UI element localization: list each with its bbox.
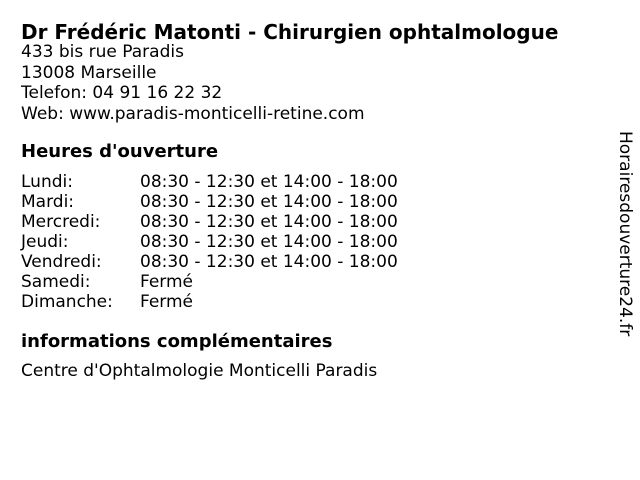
hours-row-sunday: Dimanche: Fermé	[21, 292, 398, 312]
address-city: 13008 Marseille	[21, 62, 157, 83]
hours-row-saturday: Samedi: Fermé	[21, 272, 398, 292]
time-value: 08:30 - 12:30 et 14:00 - 18:00	[140, 232, 398, 252]
business-contact-block: 433 bis rue Paradis 13008 Marseille Tele…	[21, 42, 365, 124]
day-label: Mercredi:	[21, 212, 101, 232]
hours-row-wednesday: Mercredi: 08:30 - 12:30 et 14:00 - 18:00	[21, 212, 398, 232]
phone-line: Telefon: 04 91 16 22 32	[21, 83, 223, 103]
time-value: 08:30 - 12:30 et 14:00 - 18:00	[140, 192, 398, 212]
day-label: Mardi:	[21, 192, 75, 212]
day-label: Dimanche:	[21, 292, 113, 312]
time-value: 08:30 - 12:30 et 14:00 - 18:00	[140, 252, 398, 272]
page-title: Dr Frédéric Matonti - Chirurgien ophtalm…	[21, 20, 559, 45]
day-label: Samedi:	[21, 272, 91, 292]
hours-row-tuesday: Mardi: 08:30 - 12:30 et 14:00 - 18:00	[21, 192, 398, 212]
day-label: Jeudi:	[21, 232, 69, 252]
day-label: Vendredi:	[21, 252, 102, 272]
time-value: 08:30 - 12:30 et 14:00 - 18:00	[140, 212, 398, 232]
hours-row-monday: Lundi: 08:30 - 12:30 et 14:00 - 18:00	[21, 172, 398, 192]
website-line: Web: www.paradis-monticelli-retine.com	[21, 103, 365, 124]
day-label: Lundi:	[21, 172, 73, 192]
additional-info-text: Centre d'Ophtalmologie Monticelli Paradi…	[21, 361, 378, 381]
additional-info-heading: informations complémentaires	[21, 331, 333, 352]
hours-row-friday: Vendredi: 08:30 - 12:30 et 14:00 - 18:00	[21, 252, 398, 272]
address-street: 433 bis rue Paradis	[21, 42, 184, 62]
opening-hours-heading: Heures d'ouverture	[21, 141, 219, 162]
time-value: Fermé	[140, 272, 194, 292]
opening-hours-table: Lundi: 08:30 - 12:30 et 14:00 - 18:00 Ma…	[21, 172, 398, 312]
time-value: 08:30 - 12:30 et 14:00 - 18:00	[140, 172, 398, 192]
site-watermark: Horairesdouverture24.fr	[615, 131, 635, 337]
time-value: Fermé	[140, 292, 194, 312]
hours-row-thursday: Jeudi: 08:30 - 12:30 et 14:00 - 18:00	[21, 232, 398, 252]
